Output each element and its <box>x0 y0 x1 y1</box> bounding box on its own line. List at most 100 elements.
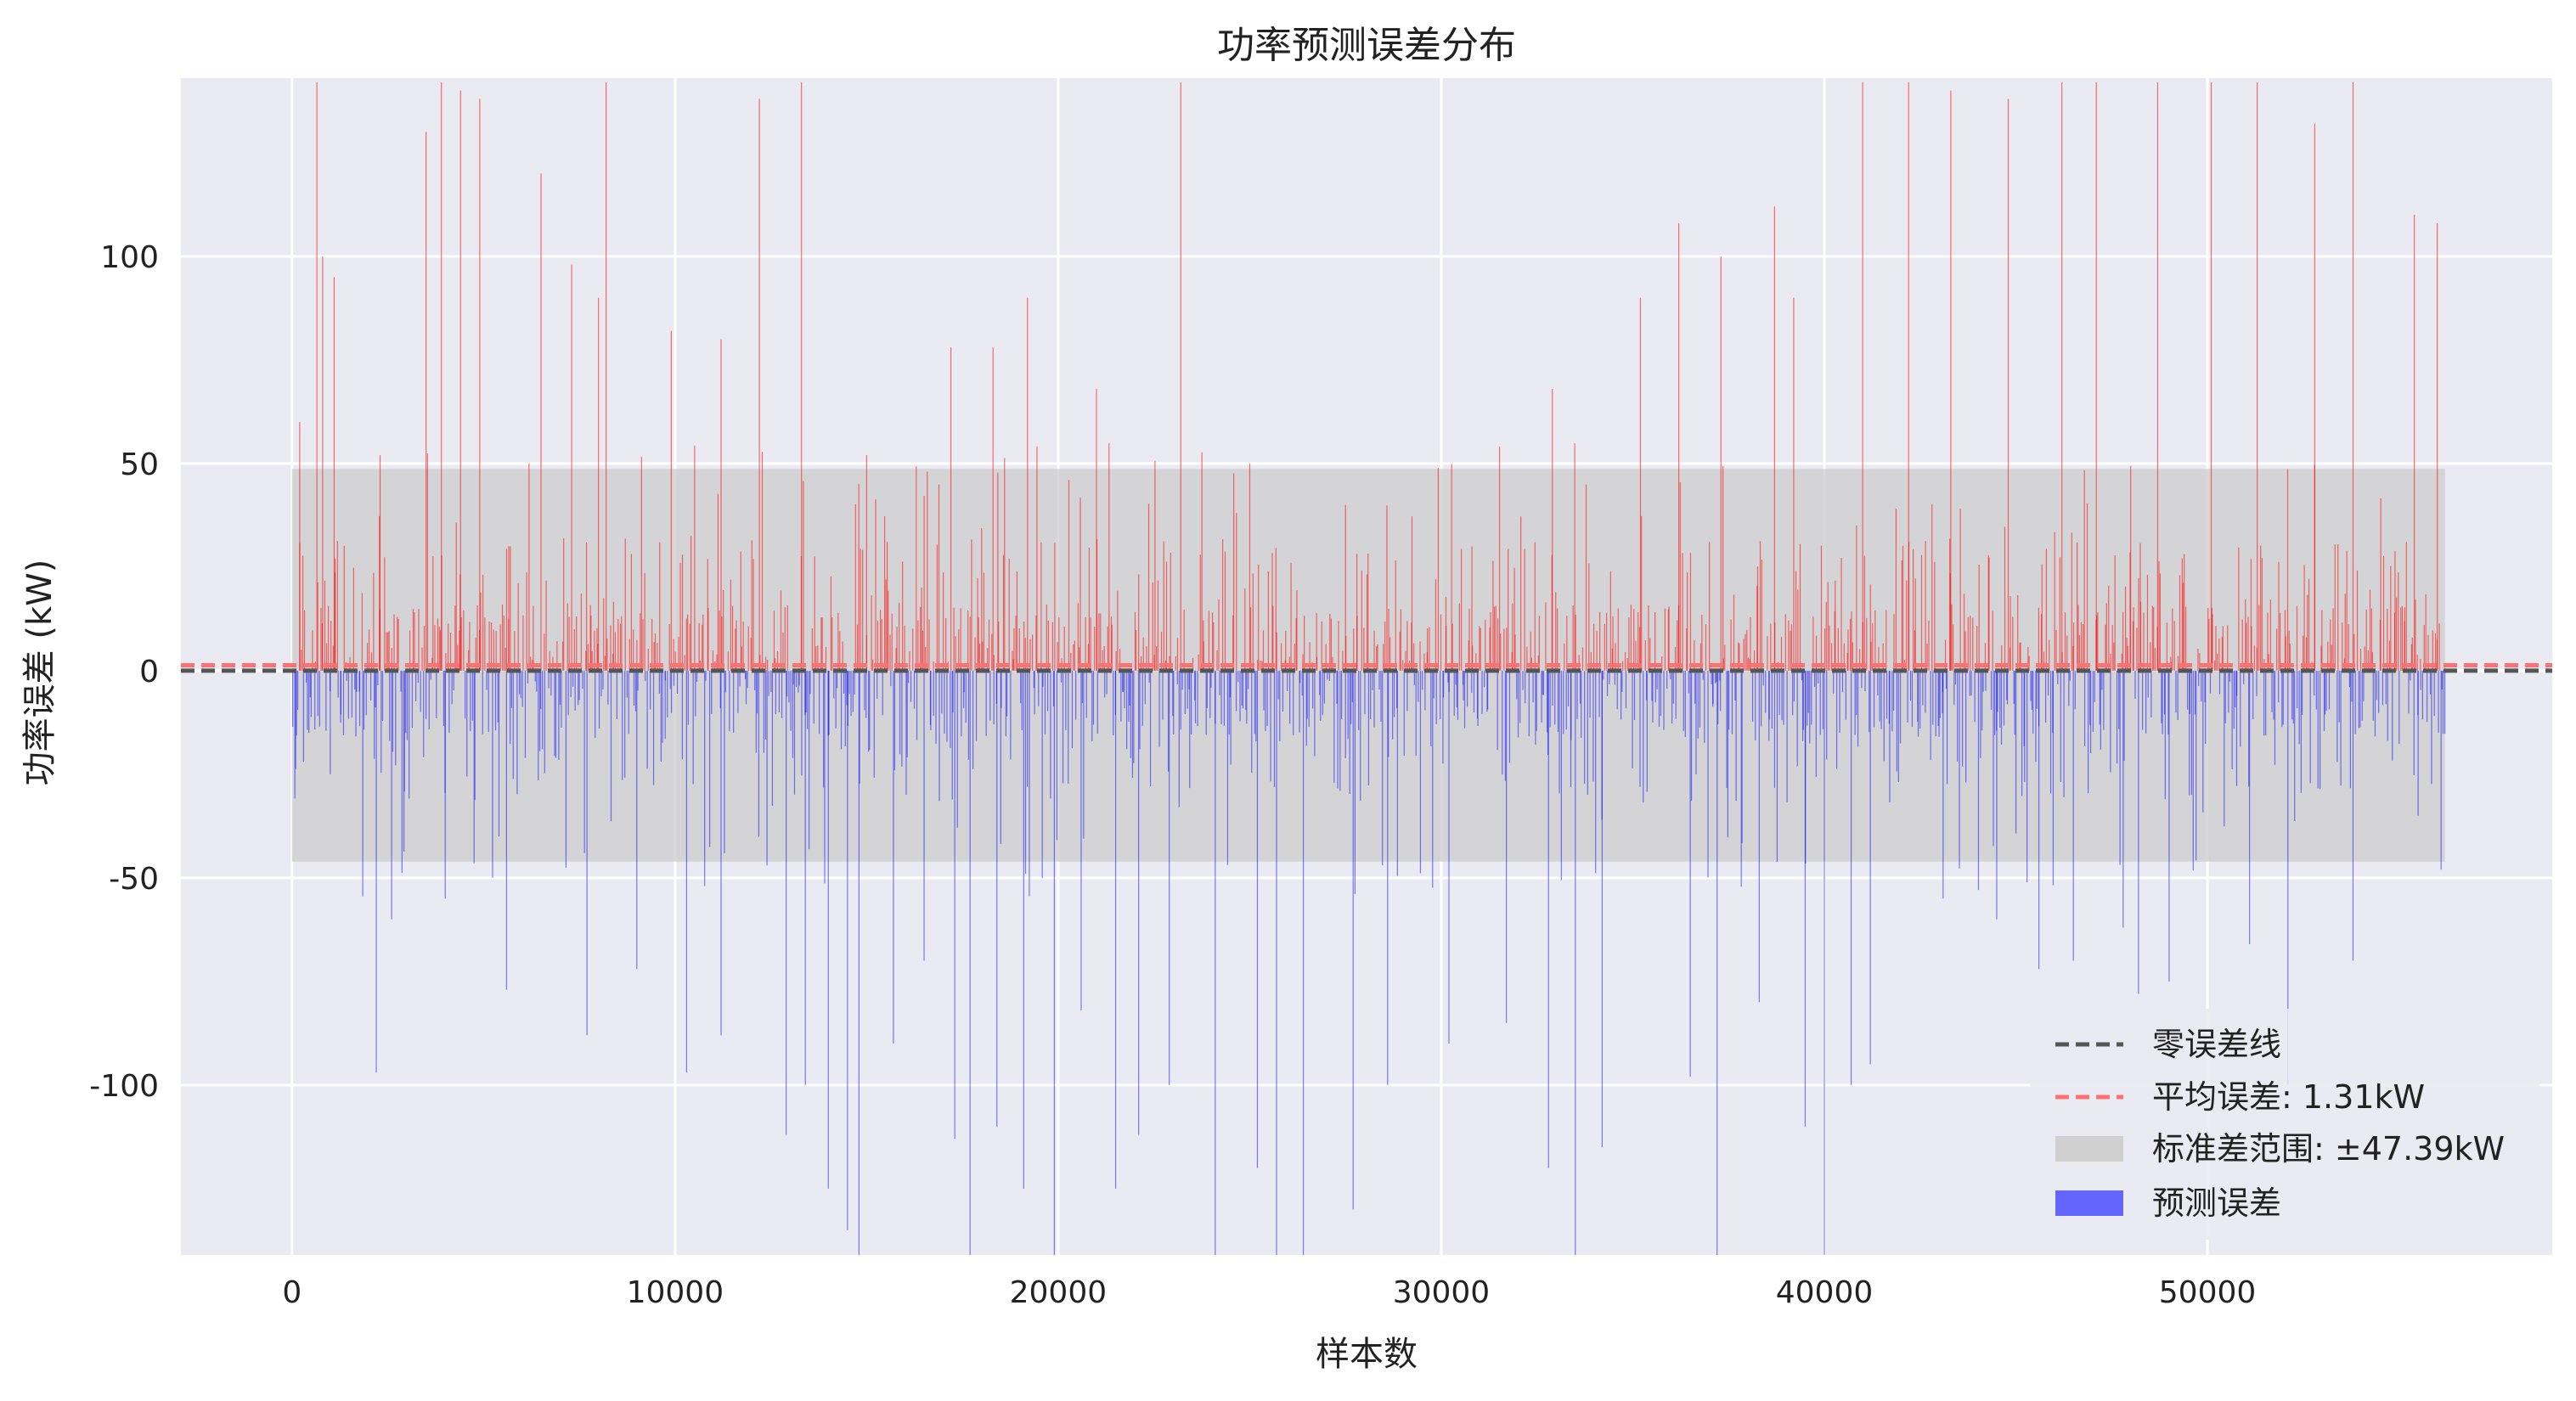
positive-error-bar <box>2367 650 2369 671</box>
negative-error-bar <box>1547 670 1549 1168</box>
negative-error-bar <box>873 670 875 778</box>
positive-error-bar <box>1134 611 1136 671</box>
negative-error-bar <box>1811 670 1812 725</box>
negative-error-bar <box>1276 670 1277 1255</box>
positive-error-bar <box>1784 614 1786 671</box>
negative-error-bar <box>650 670 651 710</box>
negative-error-bar <box>1081 670 1084 704</box>
positive-error-bar <box>1040 542 1042 671</box>
positive-error-bar <box>495 631 497 671</box>
negative-error-bar <box>492 670 493 878</box>
negative-error-bar <box>578 670 580 700</box>
positive-error-bar <box>735 628 736 671</box>
positive-error-bar <box>981 528 983 671</box>
negative-error-bar <box>1092 670 1095 725</box>
positive-error-bar <box>2414 215 2415 671</box>
positive-error-bar <box>432 556 434 671</box>
negative-error-bar <box>652 670 655 785</box>
positive-error-bar <box>1267 571 1269 671</box>
positive-error-bar <box>556 641 558 671</box>
negative-error-bar <box>381 670 384 722</box>
positive-error-bar <box>731 605 734 671</box>
negative-error-bar <box>1616 670 1618 710</box>
negative-error-bar <box>1522 670 1524 690</box>
positive-error-bar <box>1649 638 1651 671</box>
negative-error-bar <box>628 670 629 734</box>
negative-error-bar <box>2231 670 2233 770</box>
negative-error-bar <box>764 670 767 740</box>
negative-error-bar <box>899 670 901 755</box>
negative-error-bar <box>375 670 377 1073</box>
positive-error-bar <box>2217 653 2218 671</box>
negative-error-bar <box>2273 670 2274 720</box>
negative-error-bar <box>534 670 536 682</box>
negative-error-bar <box>801 670 803 776</box>
positive-error-bar <box>2151 605 2153 671</box>
negative-error-bar <box>790 670 792 731</box>
positive-error-bar <box>2095 82 2097 671</box>
negative-error-bar <box>969 670 971 1255</box>
positive-error-bar <box>1249 463 1251 671</box>
positive-error-bar <box>2007 98 2010 671</box>
negative-error-bar <box>1463 670 1466 729</box>
positive-error-bar <box>603 598 605 671</box>
negative-error-bar <box>1354 670 1356 894</box>
negative-error-bar <box>1689 670 1691 1077</box>
positive-error-bar <box>1633 609 1635 671</box>
positive-error-bar <box>1222 539 1224 671</box>
negative-error-bar <box>1954 670 1957 685</box>
positive-error-bar <box>2086 503 2088 671</box>
positive-error-bar <box>920 606 922 671</box>
positive-error-bar <box>457 644 459 671</box>
negative-error-bar <box>2382 670 2384 706</box>
negative-error-bar <box>2057 670 2059 684</box>
positive-error-bar <box>2017 595 2019 671</box>
positive-error-bar <box>2182 582 2184 671</box>
negative-error-bar <box>1246 670 1248 724</box>
negative-error-bar <box>1080 670 1082 1011</box>
positive-error-bar <box>301 650 302 671</box>
positive-error-bar <box>2208 618 2210 671</box>
negative-error-bar <box>933 670 934 716</box>
negative-error-bar <box>1781 670 1783 721</box>
positive-error-bar <box>1175 656 1176 671</box>
positive-error-bar <box>1622 661 1624 671</box>
negative-error-bar <box>1982 670 1984 692</box>
negative-error-bar <box>804 670 806 1085</box>
positive-error-bar <box>460 616 462 671</box>
positive-error-bar <box>1295 617 1297 671</box>
negative-error-bar <box>442 670 445 726</box>
negative-error-bar <box>724 670 726 693</box>
negative-error-bar <box>747 670 748 689</box>
negative-error-bar <box>1734 670 1736 700</box>
negative-error-bar <box>354 670 356 690</box>
negative-error-bar <box>473 670 475 864</box>
negative-error-bar <box>2240 670 2241 747</box>
negative-error-bar <box>1435 670 1437 724</box>
negative-error-bar <box>516 670 518 795</box>
negative-error-bar <box>972 670 974 769</box>
negative-error-bar <box>1322 670 1323 716</box>
negative-error-bar <box>1178 670 1180 807</box>
negative-error-bar <box>901 670 903 767</box>
positive-error-bar <box>1596 631 1598 671</box>
negative-error-bar <box>946 670 948 742</box>
positive-error-bar <box>1153 655 1155 671</box>
positive-error-bar <box>1951 604 1953 671</box>
negative-error-bar <box>1487 670 1489 710</box>
negative-error-bar <box>1189 670 1191 789</box>
negative-error-bar <box>1755 670 1756 740</box>
positive-error-bar <box>463 610 465 671</box>
negative-error-bar <box>521 670 523 707</box>
negative-error-bar <box>1248 670 1249 689</box>
negative-error-bar <box>1287 670 1288 691</box>
positive-error-bar <box>1799 543 1801 671</box>
positive-error-bar <box>886 542 888 671</box>
negative-error-bar <box>1299 670 1301 684</box>
positive-error-bar <box>1863 555 1865 671</box>
negative-error-bar <box>1857 670 1859 747</box>
positive-error-bar <box>409 630 411 671</box>
negative-error-bar <box>2413 670 2415 775</box>
negative-error-bar <box>692 670 694 785</box>
negative-error-bar <box>1352 670 1354 1210</box>
